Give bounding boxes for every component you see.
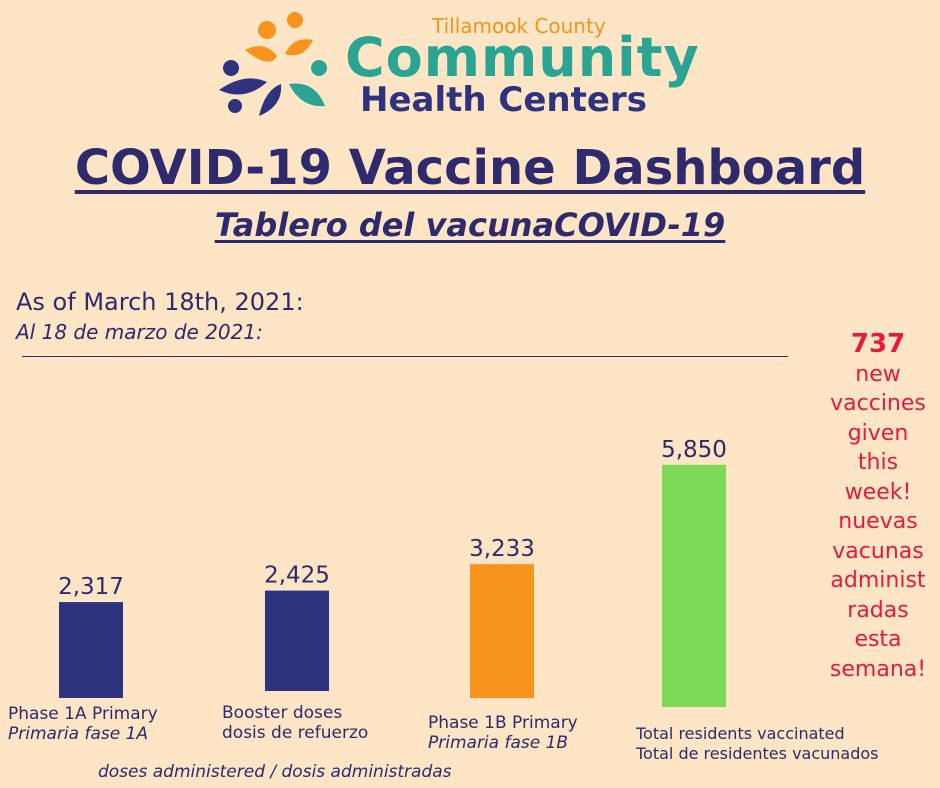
org-name: Community xyxy=(345,26,700,89)
x-label-booster: Booster doses dosis de refuerzo xyxy=(222,703,368,743)
logo-dot-bottom xyxy=(228,99,242,113)
logo-petal-navy xyxy=(219,78,267,95)
weekly-callout-line: given xyxy=(847,420,909,446)
logo-dot-top-right xyxy=(287,12,303,28)
x-label-total-es: Total de residentes vacunados xyxy=(636,744,879,763)
logo-petal-navy-2 xyxy=(259,84,282,116)
weekly-count: 737 xyxy=(850,329,906,359)
x-label-phase-1a-es: Primaria fase 1A xyxy=(8,724,149,744)
weekly-callout-line: semana! xyxy=(829,656,927,682)
bar-3 xyxy=(662,464,726,707)
chart-footnote: doses administered / dosis administradas xyxy=(98,762,452,782)
x-label-total: Total residents vaccinated Total de resi… xyxy=(636,724,886,764)
x-label-phase-1a-en: Phase 1A Primary xyxy=(8,704,158,724)
bar-value-label-0: 2,317 xyxy=(58,574,124,600)
weekly-callout-line: radas xyxy=(847,597,909,623)
logo-dot-right xyxy=(311,60,327,76)
dashboard-subtitle: Tablero del vacunaCOVID-19 xyxy=(214,206,726,244)
logo-petal-teal xyxy=(289,83,325,107)
x-label-phase-1b: Phase 1B Primary Primaria fase 1B xyxy=(428,713,578,753)
x-label-booster-en: Booster doses xyxy=(222,703,343,723)
community-health-logo xyxy=(219,12,327,116)
org-county-label: Tillamook County xyxy=(432,14,606,38)
weekly-callout-line: administ xyxy=(830,568,926,593)
bar-1 xyxy=(265,590,329,691)
weekly-callout-line: vacunas xyxy=(832,538,924,564)
weekly-callout-line: week! xyxy=(844,479,912,505)
weekly-callout: 737 new vaccines given this week! nuevas vacun… xyxy=(818,329,938,685)
bar-value-label-1: 2,425 xyxy=(264,563,330,589)
divider-line xyxy=(22,356,788,357)
vaccine-bar-chart: 2,317 2,425 3,233 5,850 xyxy=(58,437,727,707)
weekly-callout-line: nuevas xyxy=(838,509,918,534)
x-label-booster-es: dosis de refuerzo xyxy=(222,723,369,743)
weekly-callout-line: esta xyxy=(854,627,902,652)
dashboard-title: COVID-19 Vaccine Dashboard xyxy=(74,140,866,196)
weekly-callout-line: new xyxy=(855,361,901,387)
logo-petal-orange-2 xyxy=(285,39,313,56)
x-label-phase-1b-es: Primaria fase 1B xyxy=(428,733,569,753)
logo-dot-left xyxy=(223,60,239,76)
x-label-total-en: Total residents vaccinated xyxy=(636,724,845,743)
bar-value-label-3: 5,850 xyxy=(661,437,727,463)
bar-2 xyxy=(470,564,534,698)
bar-value-label-2: 3,233 xyxy=(469,536,535,562)
weekly-callout-line: this xyxy=(857,450,899,475)
as-of-date-es: Al 18 de marzo de 2021: xyxy=(16,320,263,344)
logo-dot-top-left xyxy=(258,21,276,39)
x-label-phase-1b-en: Phase 1B Primary xyxy=(428,713,578,733)
x-label-phase-1a: Phase 1A Primary Primaria fase 1A xyxy=(8,704,158,744)
weekly-callout-line: vaccines xyxy=(830,391,926,416)
logo-petal-orange xyxy=(245,46,277,62)
weekly-callout-text: new vaccines given this week! nuevas vacunas ad… xyxy=(818,360,938,685)
org-subname: Health Centers xyxy=(360,80,647,120)
bar-0 xyxy=(59,602,123,698)
as-of-date-en: As of March 18th, 2021: xyxy=(16,288,304,316)
